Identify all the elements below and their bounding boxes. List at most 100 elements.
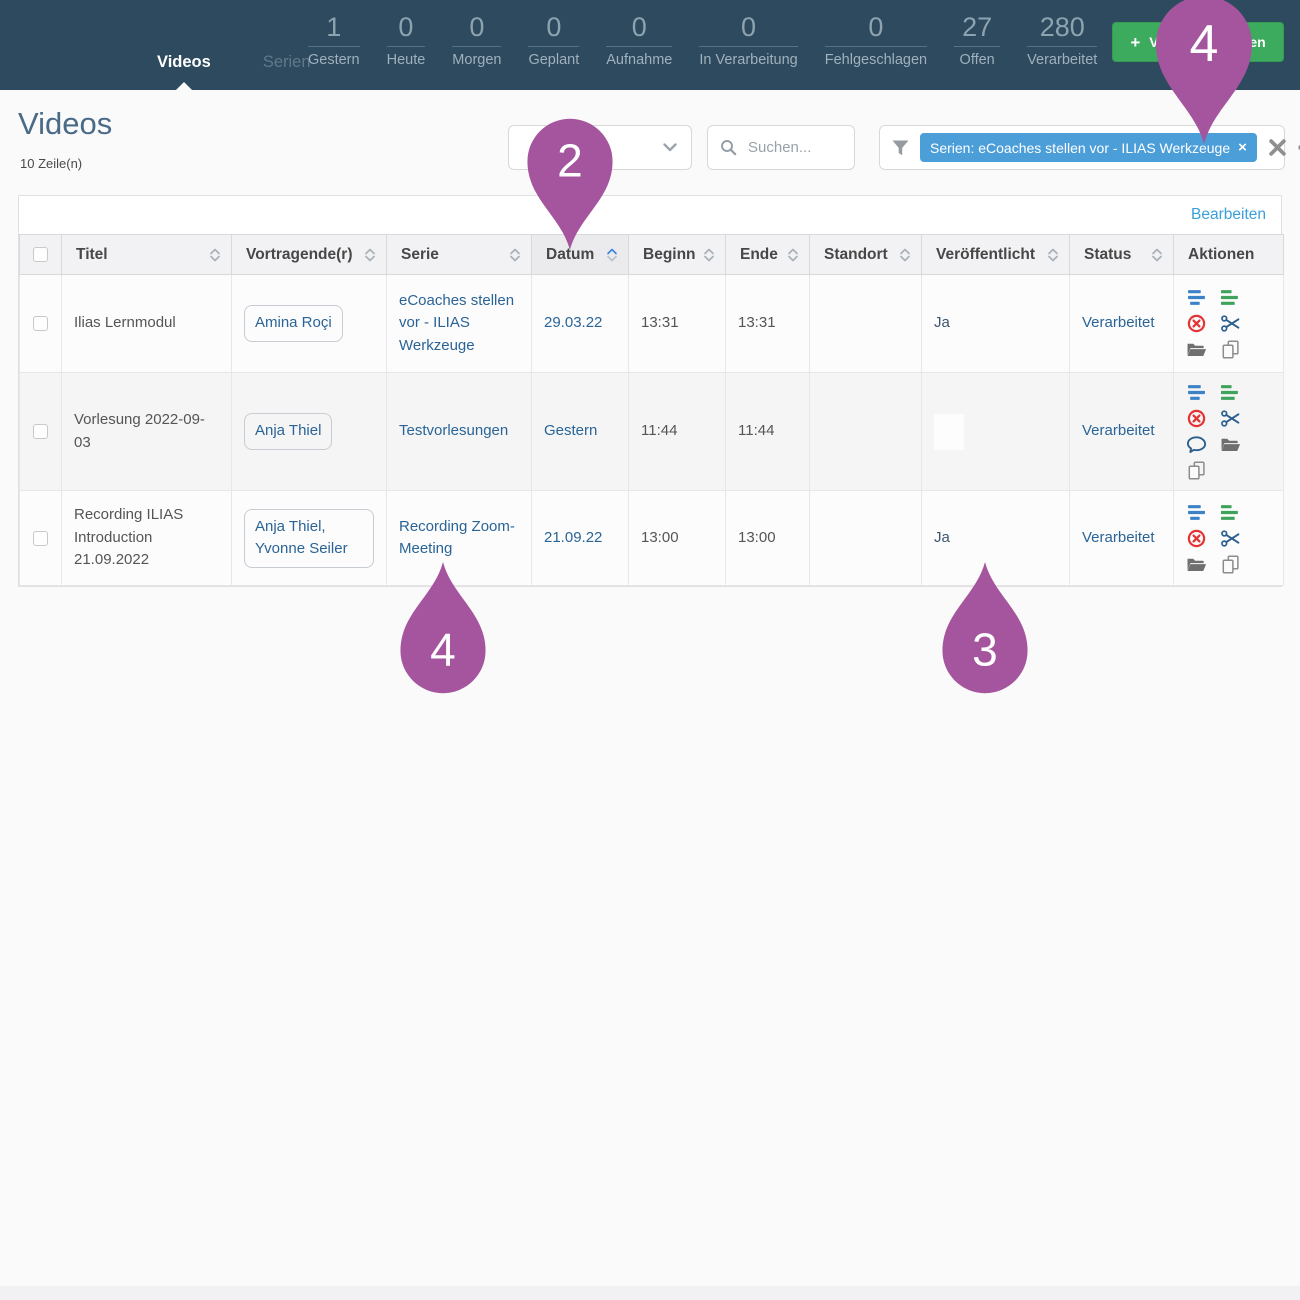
series-link[interactable]: eCoaches stellen vor - ILIAS Werkzeuge bbox=[399, 291, 515, 354]
column-header-veroeffentlicht[interactable]: Veröffentlicht bbox=[921, 234, 1070, 275]
row-checkbox[interactable] bbox=[33, 424, 48, 439]
column-header-beginn[interactable]: Beginn bbox=[628, 234, 726, 275]
stat-morgen[interactable]: 0 Morgen bbox=[452, 12, 502, 68]
row-checkbox[interactable] bbox=[33, 530, 48, 546]
stat-verarbeitet-label: Verarbeitet bbox=[1027, 52, 1098, 69]
open-folder-icon[interactable] bbox=[1220, 435, 1241, 454]
status-counters: 1 Gestern 0 Heute 0 Morgen 0 Geplant 0 A… bbox=[308, 12, 1098, 69]
filter-chip-remove-icon[interactable]: × bbox=[1238, 139, 1247, 156]
add-video-button-label: Video hinzufügen bbox=[1149, 34, 1266, 50]
column-header-ende[interactable]: Ende bbox=[725, 234, 810, 275]
tab-videos[interactable]: Videos bbox=[157, 53, 211, 90]
stat-heute[interactable]: 0 Heute bbox=[386, 12, 426, 69]
bottom-edge-strip bbox=[0, 1286, 1300, 1300]
column-header-vortragende[interactable]: Vortragende(r) bbox=[231, 234, 387, 275]
page-title: Videos bbox=[18, 106, 113, 141]
series-link[interactable]: Recording Zoom-Meeting bbox=[399, 517, 515, 558]
column-label: Standort bbox=[824, 245, 888, 263]
date-link[interactable]: 21.09.22 bbox=[544, 528, 603, 546]
stat-geplant[interactable]: 0 Geplant bbox=[528, 12, 580, 69]
column-header-status[interactable]: Status bbox=[1069, 234, 1174, 275]
stat-geplant-value: 0 bbox=[546, 12, 562, 42]
table-toolbar: Bearbeiten bbox=[19, 196, 1281, 234]
column-label: Aktionen bbox=[1188, 245, 1255, 263]
series-link[interactable]: Testvorlesungen bbox=[399, 422, 509, 440]
series-cell: Testvorlesungen bbox=[386, 372, 532, 491]
cut-icon[interactable] bbox=[1220, 409, 1241, 428]
comment-icon[interactable] bbox=[1186, 435, 1207, 454]
delete-icon[interactable] bbox=[1186, 409, 1207, 428]
edit-columns-link[interactable]: Bearbeiten bbox=[1191, 206, 1266, 223]
open-folder-icon[interactable] bbox=[1186, 340, 1207, 359]
active-filter-chip[interactable]: Serien: eCoaches stellen vor - ILIAS Wer… bbox=[920, 133, 1257, 162]
table-row: Recording ILIAS Introduction 21.09.2022 … bbox=[19, 490, 1284, 586]
details-icon[interactable] bbox=[1186, 503, 1207, 522]
stat-fehlgeschlagen[interactable]: 0 Fehlgeschlagen bbox=[824, 12, 928, 68]
stat-gestern-value: 1 bbox=[326, 12, 342, 42]
column-header-titel[interactable]: Titel bbox=[61, 234, 232, 275]
column-header-standort[interactable]: Standort bbox=[809, 234, 922, 275]
publish-icon[interactable] bbox=[1220, 503, 1241, 522]
stat-divider bbox=[1027, 46, 1098, 48]
select-all-checkbox[interactable] bbox=[33, 247, 48, 262]
cut-icon[interactable] bbox=[1220, 529, 1241, 548]
row-checkbox[interactable] bbox=[33, 316, 48, 331]
end-cell: 13:00 bbox=[725, 490, 810, 586]
stat-in-verarbeitung[interactable]: 0 In Verarbeitung bbox=[699, 12, 798, 69]
presenter-chip: Anja Thiel, Yvonne Seiler bbox=[244, 508, 374, 568]
table-row: Ilias Lernmodul Amina Roçi eCoaches stel… bbox=[19, 274, 1284, 373]
open-folder-icon[interactable] bbox=[1186, 555, 1207, 574]
stat-in-verarbeitung-label: In Verarbeitung bbox=[699, 52, 798, 69]
stat-verarbeitet[interactable]: 280 Verarbeitet bbox=[1027, 12, 1098, 69]
column-header-datum[interactable]: Datum bbox=[531, 234, 629, 275]
sort-icon bbox=[899, 247, 911, 263]
stat-gestern[interactable]: 1 Gestern bbox=[308, 12, 360, 68]
date-link[interactable]: 29.03.22 bbox=[544, 314, 603, 332]
published-cell: Ja bbox=[921, 274, 1070, 373]
stat-offen[interactable]: 27 Offen bbox=[954, 12, 1001, 69]
presenters-cell: Amina Roçi bbox=[231, 274, 387, 373]
select-all-header bbox=[19, 234, 62, 275]
chevron-down-icon bbox=[663, 143, 677, 152]
stat-aufnahme-label: Aufnahme bbox=[606, 52, 673, 69]
stat-heute-value: 0 bbox=[398, 12, 414, 42]
duplicate-icon[interactable] bbox=[1220, 340, 1241, 359]
marker-number: 4 bbox=[430, 624, 456, 676]
publish-icon[interactable] bbox=[1220, 288, 1241, 307]
stat-aufnahme[interactable]: 0 Aufnahme bbox=[606, 12, 673, 69]
date-link[interactable]: Gestern bbox=[544, 422, 598, 440]
stat-morgen-value: 0 bbox=[469, 12, 485, 42]
column-header-serie[interactable]: Serie bbox=[386, 234, 532, 275]
table-filter-select[interactable] bbox=[508, 125, 692, 170]
stat-heute-label: Heute bbox=[386, 52, 426, 69]
filter-bar: Serien: eCoaches stellen vor - ILIAS Wer… bbox=[879, 125, 1285, 170]
status-cell: Verarbeitet bbox=[1069, 274, 1174, 373]
duplicate-icon[interactable] bbox=[1220, 555, 1241, 574]
delete-icon[interactable] bbox=[1186, 314, 1207, 333]
delete-icon[interactable] bbox=[1186, 529, 1207, 548]
column-header-aktionen: Aktionen bbox=[1173, 234, 1284, 275]
stat-offen-label: Offen bbox=[959, 52, 995, 69]
search-input[interactable] bbox=[746, 138, 842, 157]
status-link[interactable]: Verarbeitet bbox=[1082, 422, 1155, 440]
stat-geplant-label: Geplant bbox=[528, 52, 580, 69]
sort-icon bbox=[509, 247, 521, 263]
series-cell: eCoaches stellen vor - ILIAS Werkzeuge bbox=[386, 274, 532, 373]
column-label: Ende bbox=[740, 245, 778, 263]
duplicate-icon[interactable] bbox=[1186, 461, 1207, 480]
status-link[interactable]: Verarbeitet bbox=[1082, 314, 1155, 332]
cut-icon[interactable] bbox=[1220, 314, 1241, 333]
tab-serien[interactable]: Serien bbox=[263, 53, 311, 72]
publish-icon[interactable] bbox=[1220, 383, 1241, 402]
search-icon bbox=[720, 139, 737, 156]
details-icon[interactable] bbox=[1186, 383, 1207, 402]
clear-filters-button[interactable] bbox=[1268, 138, 1287, 157]
status-link[interactable]: Verarbeitet bbox=[1082, 528, 1155, 546]
add-video-button[interactable]: + Video hinzufügen bbox=[1112, 22, 1284, 62]
start-cell: 13:00 bbox=[628, 490, 726, 586]
plus-icon: + bbox=[1130, 32, 1141, 52]
details-icon[interactable] bbox=[1186, 288, 1207, 307]
column-label: Serie bbox=[401, 245, 439, 263]
tab-videos-label: Videos bbox=[157, 53, 211, 71]
active-tab-notch bbox=[175, 82, 192, 90]
